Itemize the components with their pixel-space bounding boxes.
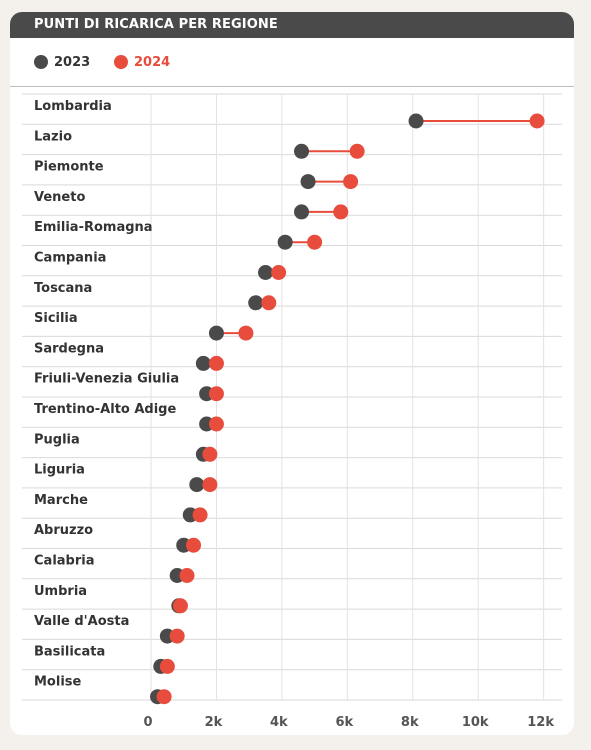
point-2023 bbox=[195, 355, 211, 371]
chart-card: PUNTI DI RICARICA PER REGIONE 2023 2024 … bbox=[10, 12, 574, 735]
region-label: Lazio bbox=[34, 129, 72, 144]
region-label: Friuli-Venezia Giulia bbox=[34, 372, 179, 387]
region-label: Calabria bbox=[34, 554, 95, 569]
point-2024 bbox=[208, 416, 224, 432]
x-tick-label: 10k bbox=[462, 715, 489, 730]
point-2024 bbox=[159, 658, 175, 674]
point-2024 bbox=[202, 477, 218, 493]
point-2024 bbox=[156, 689, 172, 705]
region-label: Emilia-Romagna bbox=[34, 220, 153, 235]
region-label: Sicilia bbox=[34, 311, 78, 326]
point-2023 bbox=[300, 174, 316, 190]
point-2023 bbox=[248, 295, 264, 311]
point-2024 bbox=[529, 113, 545, 129]
legend-label-2023: 2023 bbox=[54, 54, 91, 70]
x-tick-label: 12k bbox=[527, 715, 554, 730]
point-2024 bbox=[169, 628, 185, 644]
point-2024 bbox=[343, 174, 359, 190]
point-2024 bbox=[238, 325, 254, 341]
point-2023 bbox=[294, 143, 310, 159]
point-2024 bbox=[333, 204, 349, 220]
region-label: Lombardia bbox=[34, 99, 112, 114]
point-2023 bbox=[294, 204, 310, 220]
legend-swatch-2023 bbox=[34, 55, 48, 69]
point-2024 bbox=[192, 507, 208, 523]
point-2023 bbox=[208, 325, 224, 341]
region-label: Marche bbox=[34, 493, 88, 508]
x-tick-label: 4k bbox=[270, 715, 288, 730]
region-label: Umbria bbox=[34, 584, 87, 599]
region-label: Valle d'Aosta bbox=[34, 614, 129, 629]
legend-swatch-2024 bbox=[114, 55, 128, 69]
region-label: Puglia bbox=[34, 432, 80, 447]
x-tick-label: 0 bbox=[143, 715, 152, 730]
x-tick-label: 2k bbox=[205, 715, 223, 730]
point-2023 bbox=[408, 113, 424, 129]
point-2024 bbox=[202, 446, 218, 462]
point-2023 bbox=[189, 477, 205, 493]
region-label: Basilicata bbox=[34, 644, 105, 659]
region-label: Abruzzo bbox=[34, 523, 93, 538]
legend-label-2024: 2024 bbox=[134, 54, 171, 70]
x-tick-label: 8k bbox=[401, 715, 419, 730]
point-2024 bbox=[172, 598, 188, 614]
region-label: Toscana bbox=[34, 281, 92, 296]
legend-item-2024: 2024 bbox=[114, 38, 170, 86]
region-label: Trentino-Alto Adige bbox=[34, 402, 176, 417]
plot-area: Lombardia Lazio Piemonte Veneto Emilia-Romag… bbox=[22, 93, 562, 730]
region-label: Molise bbox=[34, 675, 82, 690]
region-label: Campania bbox=[34, 251, 106, 266]
point-2024 bbox=[186, 537, 202, 553]
region-label: Veneto bbox=[34, 190, 85, 205]
legend-item-2023: 2023 bbox=[34, 38, 90, 86]
chart-title: PUNTI DI RICARICA PER REGIONE bbox=[10, 12, 574, 38]
point-2024 bbox=[179, 568, 195, 583]
legend: 2023 2024 bbox=[10, 38, 574, 87]
point-2024 bbox=[208, 386, 224, 402]
point-2024 bbox=[349, 143, 365, 159]
point-2024 bbox=[271, 265, 287, 280]
point-2023 bbox=[258, 265, 274, 280]
x-tick-label: 6k bbox=[335, 715, 353, 730]
region-label: Piemonte bbox=[34, 160, 104, 175]
region-label: Sardegna bbox=[34, 341, 104, 356]
point-2024 bbox=[307, 234, 323, 250]
region-label: Liguria bbox=[34, 463, 85, 478]
point-2023 bbox=[277, 234, 293, 250]
point-2024 bbox=[261, 295, 277, 311]
point-2024 bbox=[208, 355, 224, 371]
